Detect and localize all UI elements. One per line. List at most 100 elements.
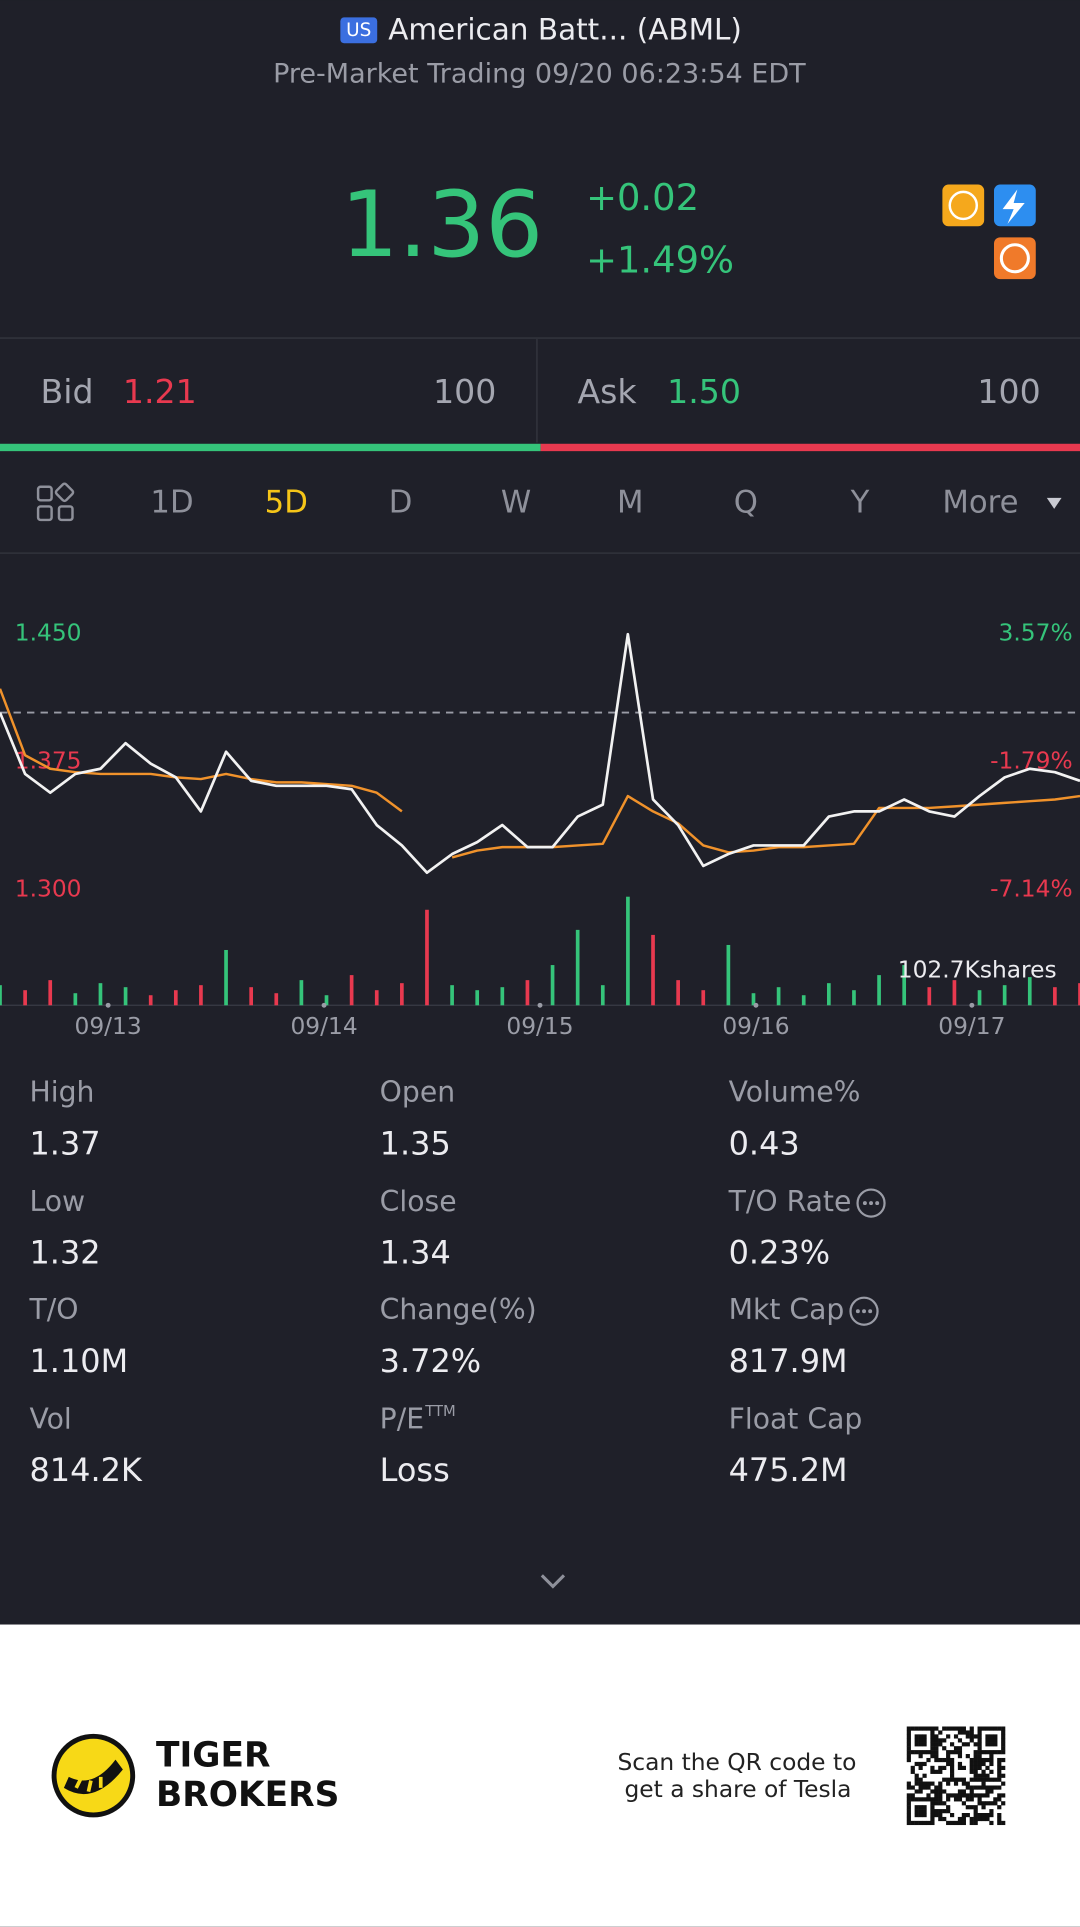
qr-cell xyxy=(918,1765,923,1770)
layout-icon[interactable] xyxy=(36,482,75,522)
qr-cell xyxy=(946,1754,951,1759)
qr-cell xyxy=(918,1761,923,1767)
qr-cell xyxy=(934,1757,939,1763)
qr-cell xyxy=(989,1738,994,1743)
qr-cell xyxy=(957,1789,963,1794)
qr-cell xyxy=(914,1781,919,1786)
expand-chevron[interactable] xyxy=(540,1574,566,1589)
qr-cell xyxy=(934,1809,939,1814)
qr-cell xyxy=(965,1781,970,1786)
qr-cell xyxy=(938,1765,943,1770)
qr-cell xyxy=(985,1726,990,1731)
qr-cell xyxy=(977,1750,982,1755)
volume-bar xyxy=(1053,987,1057,1006)
qr-cell xyxy=(953,1781,959,1786)
qr-cell xyxy=(918,1805,923,1810)
qr-cell xyxy=(930,1801,935,1806)
tab[interactable]: More xyxy=(942,484,1018,520)
qr-cell xyxy=(993,1734,998,1739)
tab[interactable]: D xyxy=(389,484,413,520)
qr-cell xyxy=(977,1726,982,1731)
qr-cell xyxy=(969,1769,974,1774)
volume-bar xyxy=(299,980,304,1006)
qr-cell xyxy=(926,1820,931,1826)
more-arrow[interactable] xyxy=(1046,497,1062,509)
qr-cell xyxy=(969,1793,974,1798)
qr-cell xyxy=(989,1789,994,1794)
qr-cell xyxy=(981,1801,986,1806)
qr-cell xyxy=(950,1750,955,1755)
stat-label: Volume% xyxy=(729,1076,861,1109)
qr-cell xyxy=(973,1750,978,1755)
qr-cell xyxy=(934,1742,939,1747)
qr-cell xyxy=(926,1757,931,1763)
info-dot xyxy=(869,1201,874,1206)
qr-cell xyxy=(953,1793,959,1798)
qr-cell xyxy=(1001,1793,1006,1798)
qr-cell xyxy=(973,1765,978,1770)
qr-cell xyxy=(930,1738,935,1743)
qr-cell xyxy=(969,1765,974,1770)
qr-cell xyxy=(993,1797,998,1802)
qr-cell xyxy=(922,1820,927,1826)
qr-cell xyxy=(918,1781,923,1786)
volume-bar xyxy=(199,985,203,1006)
volume-bar xyxy=(148,995,153,1006)
tab[interactable]: 5D xyxy=(265,484,308,520)
volume-bar xyxy=(550,965,555,1006)
qr-cell xyxy=(985,1789,990,1794)
qr-cell xyxy=(977,1813,982,1818)
volume-bar xyxy=(952,980,957,1006)
x-tick-label: 09/13 xyxy=(75,1012,142,1040)
qr-cell xyxy=(930,1765,935,1770)
info-dot xyxy=(868,1309,873,1314)
qr-cell xyxy=(997,1765,1002,1770)
ask-label: Ask xyxy=(577,372,637,411)
info-icon[interactable] xyxy=(856,1188,886,1218)
stat-value: 3.72% xyxy=(380,1342,481,1380)
us-badge xyxy=(340,17,378,44)
qr-cell xyxy=(910,1785,915,1790)
volume-bar xyxy=(249,987,254,1006)
qr-cell xyxy=(969,1816,974,1822)
info-icon[interactable] xyxy=(849,1296,879,1326)
qr-cell xyxy=(977,1734,982,1739)
ask-bar xyxy=(540,443,1080,452)
qr-cell xyxy=(906,1750,911,1755)
promo-text: Scan the QR code to xyxy=(617,1748,856,1776)
qr-cell xyxy=(922,1750,927,1755)
qr-cell xyxy=(930,1813,935,1818)
qr-cell xyxy=(942,1765,947,1770)
qr-cell xyxy=(946,1793,951,1798)
tab[interactable]: M xyxy=(617,484,644,520)
tab[interactable]: 1D xyxy=(150,484,193,520)
qr-cell xyxy=(934,1754,939,1759)
tab[interactable]: W xyxy=(501,484,531,520)
qr-cell xyxy=(930,1816,935,1822)
qr-cell xyxy=(922,1805,927,1810)
qr-cell xyxy=(910,1750,915,1755)
qr-cell xyxy=(969,1726,974,1731)
qr-cell xyxy=(957,1761,963,1767)
qr-cell xyxy=(922,1773,927,1778)
qr-cell xyxy=(946,1805,951,1810)
tab[interactable]: Y xyxy=(850,484,870,520)
qr-cell xyxy=(930,1754,935,1759)
qr-cell xyxy=(942,1777,947,1782)
qr-cell xyxy=(957,1730,963,1735)
background xyxy=(0,0,1080,1624)
qr-code[interactable] xyxy=(906,1726,1006,1826)
stock-title[interactable]: American Batt... (ABML) xyxy=(388,12,742,46)
qr-cell xyxy=(977,1797,982,1802)
qr-cell xyxy=(957,1738,963,1743)
qr-cell xyxy=(989,1813,994,1818)
volume-bar xyxy=(400,983,404,1006)
dollar-icon[interactable] xyxy=(942,184,985,227)
qr-cell xyxy=(938,1730,943,1735)
volume-bar xyxy=(98,983,103,1006)
qr-cell xyxy=(981,1785,986,1790)
tab[interactable]: Q xyxy=(734,484,758,520)
qr-cell xyxy=(985,1742,990,1747)
qr-cell xyxy=(930,1730,935,1735)
qr-cell xyxy=(993,1785,998,1790)
